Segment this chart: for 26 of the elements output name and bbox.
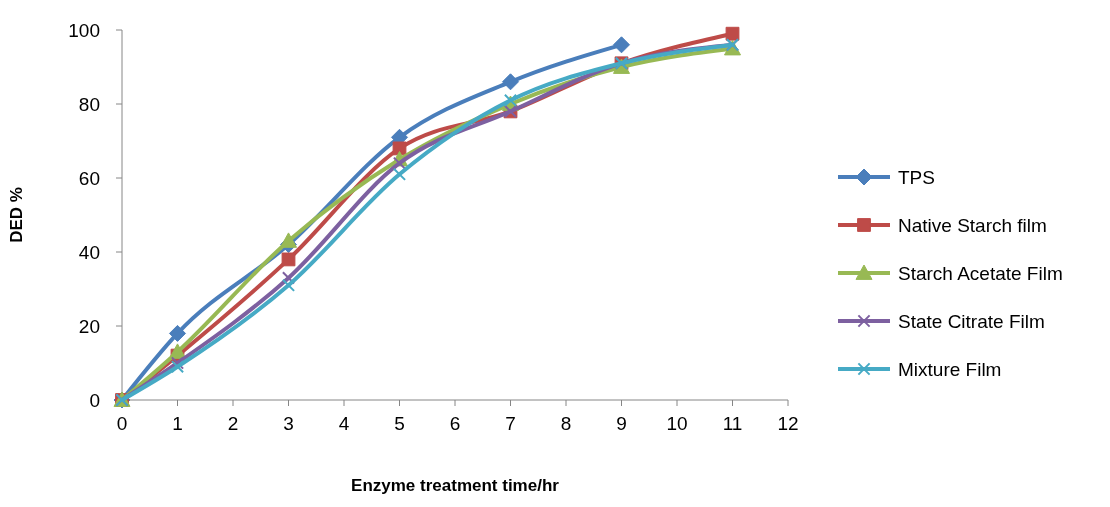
x-axis-title: Enzyme treatment time/hr bbox=[351, 476, 560, 495]
x-tick-label: 5 bbox=[394, 413, 405, 434]
x-tick-label: 3 bbox=[283, 413, 294, 434]
x-tick-label: 8 bbox=[560, 413, 572, 434]
x-tick-label: 1 bbox=[172, 413, 183, 434]
x-tick-label: 10 bbox=[666, 413, 688, 434]
x-tick-label: 4 bbox=[338, 413, 350, 434]
legend-label: Starch Acetate Film bbox=[898, 262, 1063, 284]
y-tick-label: 0 bbox=[89, 389, 100, 411]
legend-label: State Citrate Film bbox=[898, 310, 1045, 332]
legend-label: Mixture Film bbox=[898, 358, 1002, 380]
y-tick-label: 60 bbox=[78, 167, 100, 189]
x-tick-label: 6 bbox=[449, 413, 461, 434]
y-tick-label: 80 bbox=[78, 93, 100, 115]
y-axis-title: DED % bbox=[7, 187, 26, 243]
x-tick-label: 11 bbox=[722, 413, 743, 434]
x-tick-label: 0 bbox=[116, 413, 128, 434]
y-tick-label: 20 bbox=[78, 315, 100, 337]
x-tick-label: 7 bbox=[505, 413, 516, 434]
x-tick-label: 9 bbox=[616, 413, 627, 434]
y-tick-label: 100 bbox=[68, 19, 100, 41]
x-tick-label: 12 bbox=[777, 413, 799, 434]
legend-label: Native Starch film bbox=[898, 214, 1047, 236]
legend-label: TPS bbox=[898, 166, 935, 188]
x-tick-label: 2 bbox=[227, 413, 239, 434]
y-tick-label: 40 bbox=[78, 241, 100, 263]
